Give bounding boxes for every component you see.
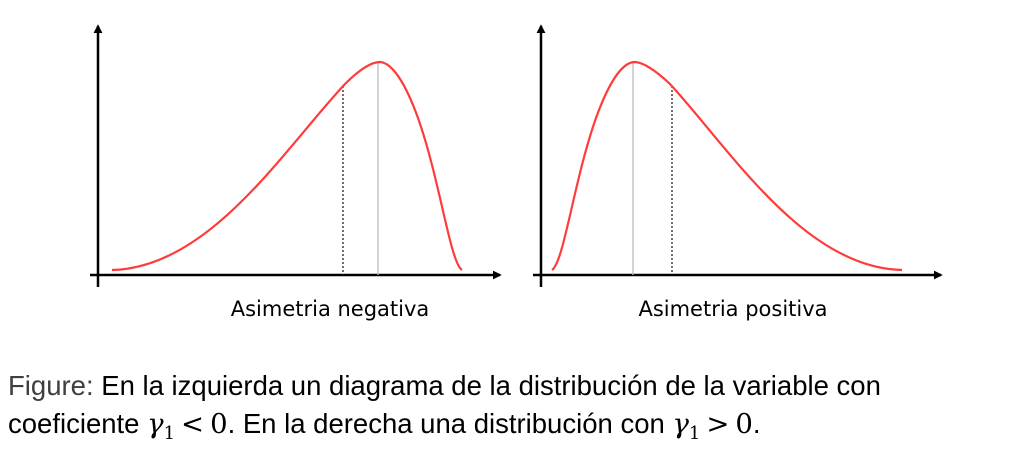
skewness-figure: Asimetria negativa Asimetria positiva (90, 24, 943, 321)
math-op: < (181, 408, 205, 440)
caption-text-1: En la izquierda un diagrama de la distri… (93, 370, 881, 401)
panel-positive-skew: Asimetria positiva (533, 24, 943, 321)
math-gamma-greater-than-zero: γ1 >0 (672, 408, 753, 444)
caption-line-2: coeficiente γ1 <0. En la derecha una dist… (8, 405, 1013, 453)
caption-text-2b: . En la derecha una distribución con (227, 408, 673, 439)
figure-caption: Figure: En la izquierda un diagrama de l… (8, 367, 1013, 453)
math-var: γ (672, 408, 689, 440)
math-num: 0 (210, 408, 228, 440)
panel-label-negative: Asimetria negativa (231, 297, 430, 321)
distribution-curve (111, 60, 463, 272)
math-gamma-less-than-zero: γ1 <0 (147, 408, 228, 444)
caption-text-2a: coeficiente (8, 408, 148, 439)
panel-negative-skew: Asimetria negativa (90, 24, 502, 321)
caption-line-1: Figure: En la izquierda un diagrama de l… (8, 367, 1013, 405)
math-sub: 1 (688, 423, 701, 444)
math-sub: 1 (163, 423, 176, 444)
math-op: > (706, 408, 730, 440)
math-var: γ (147, 408, 164, 440)
math-num: 0 (735, 408, 753, 440)
distribution-curve (551, 60, 903, 272)
caption-text-2c: . (752, 408, 761, 439)
panel-label-positive: Asimetria positiva (638, 297, 827, 321)
caption-prefix: Figure: (8, 370, 94, 401)
